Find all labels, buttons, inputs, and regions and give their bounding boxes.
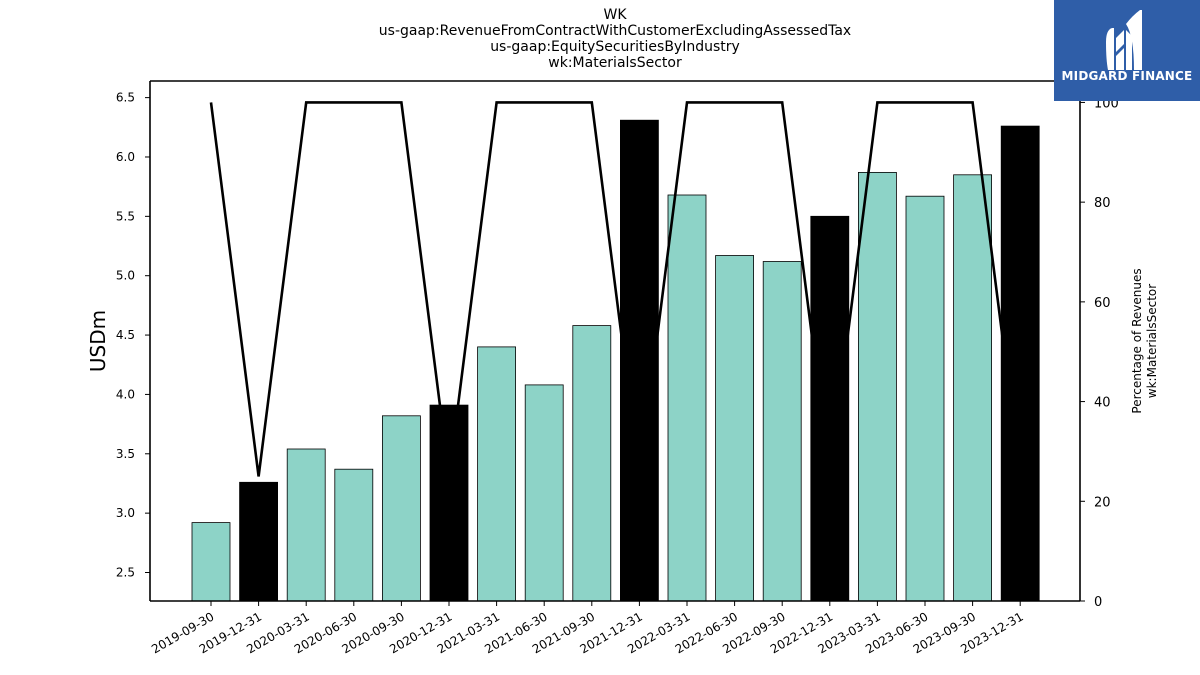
y2-axis-label-line2: wk:MaterialsSector (1145, 284, 1159, 398)
bar-2021-03-31 (477, 346, 517, 602)
y2-tick-label-80: 80 (1094, 196, 1111, 211)
bar-2022-09-30 (762, 261, 802, 602)
bar-2023-12-31 (1000, 125, 1040, 602)
y2-tick-label-40: 40 (1094, 396, 1111, 411)
bar-2019-12-31 (239, 481, 279, 602)
y-tick-label-3.5: 3.5 (116, 447, 135, 461)
bar-2021-09-30 (572, 325, 612, 602)
y-axis-label: USDm (86, 310, 110, 372)
y2-axis-label-line1: Percentage of Revenues (1130, 268, 1144, 413)
y-tick-label-5.5: 5.5 (116, 209, 135, 223)
midgard-finance-logo: MIDGARD FINANCE (1054, 0, 1200, 101)
logo-text: MIDGARD FINANCE (1061, 69, 1193, 83)
bar-2022-03-31 (667, 194, 707, 602)
y2-tick-label-60: 60 (1094, 296, 1111, 311)
bar-2022-06-30 (715, 255, 754, 602)
chart-title-concept: us-gaap:RevenueFromContractWithCustomerE… (378, 23, 852, 39)
y-tick-label-6.5: 6.5 (116, 91, 135, 105)
y2-tick-label-20: 20 (1094, 495, 1111, 510)
bar-2020-06-30 (334, 468, 374, 602)
bar-2020-09-30 (381, 415, 421, 602)
bar-2020-12-31 (429, 404, 469, 602)
y-tick-label-4.5: 4.5 (116, 328, 135, 342)
y-tick-label-3.0: 3.0 (116, 506, 135, 520)
y-tick-label-2.5: 2.5 (116, 566, 135, 580)
y-tick-label-4.0: 4.0 (116, 387, 135, 401)
bar-2023-09-30 (953, 174, 992, 602)
bar-2021-06-30 (524, 384, 564, 602)
bar-2022-12-31 (810, 215, 850, 602)
bar-2020-03-31 (286, 448, 326, 602)
bar-2023-03-31 (858, 171, 897, 602)
midgard-logo-icon (1106, 10, 1142, 70)
chart-title-axis: us-gaap:EquitySecuritiesByIndustry (490, 39, 740, 55)
bar-2023-06-30 (905, 195, 945, 602)
y-tick-label-6.0: 6.0 (116, 150, 135, 164)
bar-2019-09-30 (191, 522, 231, 602)
y2-tick-label-0: 0 (1094, 595, 1102, 610)
percentage-line (209, 101, 1022, 477)
chart-title-ticker: WK (603, 7, 627, 23)
bar-2021-12-31 (620, 119, 659, 602)
chart-title-member: wk:MaterialsSector (548, 55, 682, 71)
y-tick-label-5.0: 5.0 (116, 269, 135, 283)
